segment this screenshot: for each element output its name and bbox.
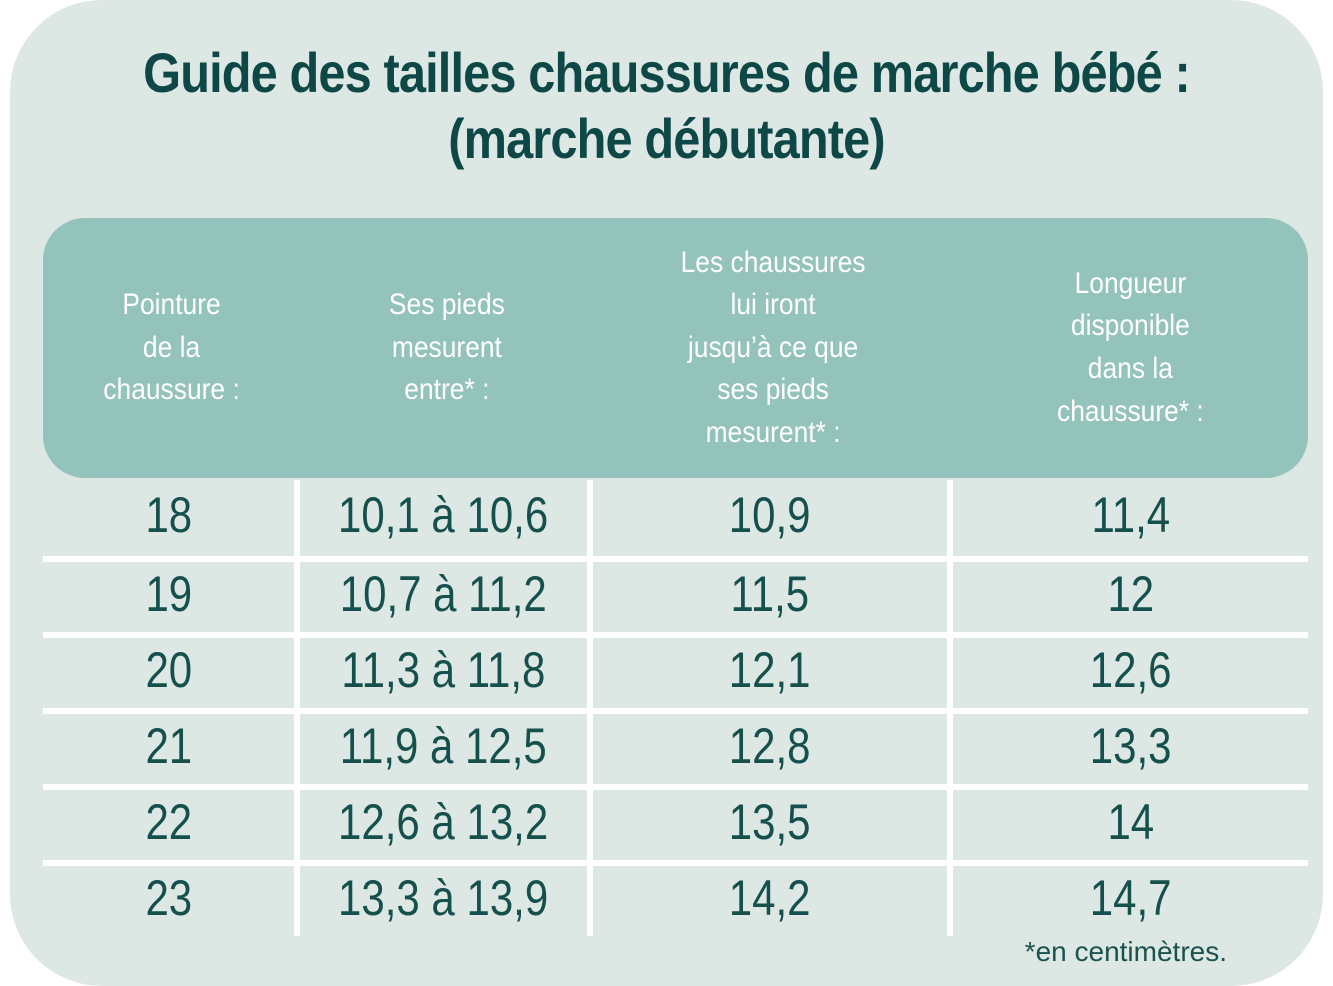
cell-value: 22 <box>145 794 192 850</box>
cell-value: 12,6 à 13,2 <box>338 794 549 850</box>
header-label-pieds: Ses pieds mesurent entre* : <box>388 288 505 407</box>
cell-iront: 12,8 <box>593 714 953 784</box>
header-cell-iront: Les chaussures lui iront jusqu’à ce que … <box>593 218 953 478</box>
cell-value: 14 <box>1107 794 1154 850</box>
page-title: Guide des tailles chaussures de marche b… <box>95 40 1237 172</box>
table-row: 19 10,7 à 11,2 11,5 12 <box>43 556 1308 632</box>
cell-value: 11,4 <box>1091 487 1170 543</box>
cell-longueur: 12,6 <box>953 638 1308 708</box>
page-title-line2: (marche débutante) <box>448 107 885 171</box>
cell-pieds: 10,1 à 10,6 <box>300 480 593 556</box>
cell-pointure: 21 <box>43 714 300 784</box>
cell-value: 21 <box>145 718 192 774</box>
cell-longueur: 12 <box>953 562 1308 632</box>
cell-iront: 13,5 <box>593 790 953 860</box>
cell-value: 11,3 à 11,8 <box>341 642 546 698</box>
cell-value: 18 <box>145 487 192 543</box>
header-cell-pointure: Pointure de la chaussure : <box>43 218 300 478</box>
cell-value: 12,1 <box>729 642 811 698</box>
cell-value: 23 <box>145 870 192 926</box>
header-label-iront: Les chaussures lui iront jusqu’à ce que … <box>680 245 866 449</box>
cell-pieds: 11,9 à 12,5 <box>300 714 593 784</box>
cell-pointure: 23 <box>43 866 300 936</box>
cell-value: 10,9 <box>729 487 811 543</box>
cell-pieds: 13,3 à 13,9 <box>300 866 593 936</box>
cell-value: 11,9 à 12,5 <box>339 718 548 774</box>
header-cell-pieds: Ses pieds mesurent entre* : <box>300 218 593 478</box>
cell-longueur: 11,4 <box>953 480 1308 556</box>
cell-iront: 11,5 <box>593 562 953 632</box>
cell-value: 11,5 <box>730 566 810 622</box>
cell-value: 13,3 à 13,9 <box>338 870 549 926</box>
cell-pieds: 12,6 à 13,2 <box>300 790 593 860</box>
table-body: 18 10,1 à 10,6 10,9 11,4 19 10,7 à 11,2 … <box>43 480 1308 936</box>
cell-value: 10,7 à 11,2 <box>339 566 548 622</box>
cell-pieds: 11,3 à 11,8 <box>300 638 593 708</box>
header-cell-longueur: Longueur disponible dans la chaussure* : <box>953 218 1308 478</box>
cell-iront: 14,2 <box>593 866 953 936</box>
cell-iront: 10,9 <box>593 480 953 556</box>
cell-value: 12,8 <box>729 718 811 774</box>
page-title-line1: Guide des tailles chaussures de marche b… <box>143 41 1191 104</box>
cell-value: 14,7 <box>1089 870 1172 926</box>
cell-value: 14,2 <box>729 870 811 926</box>
table-header: Pointure de la chaussure : Ses pieds mes… <box>43 218 1308 478</box>
background-card: Guide des tailles chaussures de marche b… <box>10 0 1323 986</box>
table-row: 18 10,1 à 10,6 10,9 11,4 <box>43 480 1308 556</box>
cell-value: 13,3 <box>1089 718 1172 774</box>
cell-pointure: 20 <box>43 638 300 708</box>
cell-value: 12,6 <box>1089 642 1172 698</box>
header-label-pointure: Pointure de la chaussure : <box>103 288 240 407</box>
table-row: 21 11,9 à 12,5 12,8 13,3 <box>43 708 1308 784</box>
cell-longueur: 14 <box>953 790 1308 860</box>
cell-value: 12 <box>1107 566 1154 622</box>
cell-value: 20 <box>145 642 192 698</box>
cell-longueur: 14,7 <box>953 866 1308 936</box>
cell-pointure: 22 <box>43 790 300 860</box>
header-label-longueur: Longueur disponible dans la chaussure* : <box>1057 266 1204 428</box>
cell-pieds: 10,7 à 11,2 <box>300 562 593 632</box>
table-row: 20 11,3 à 11,8 12,1 12,6 <box>43 632 1308 708</box>
cell-longueur: 13,3 <box>953 714 1308 784</box>
cell-value: 10,1 à 10,6 <box>338 487 549 543</box>
units-footnote: *en centimètres. <box>1024 936 1227 967</box>
cell-value: 13,5 <box>729 794 811 850</box>
cell-pointure: 18 <box>43 480 300 556</box>
cell-iront: 12,1 <box>593 638 953 708</box>
cell-pointure: 19 <box>43 562 300 632</box>
table-row: 23 13,3 à 13,9 14,2 14,7 <box>43 860 1308 936</box>
table-row: 22 12,6 à 13,2 13,5 14 <box>43 784 1308 860</box>
cell-value: 19 <box>145 566 192 622</box>
